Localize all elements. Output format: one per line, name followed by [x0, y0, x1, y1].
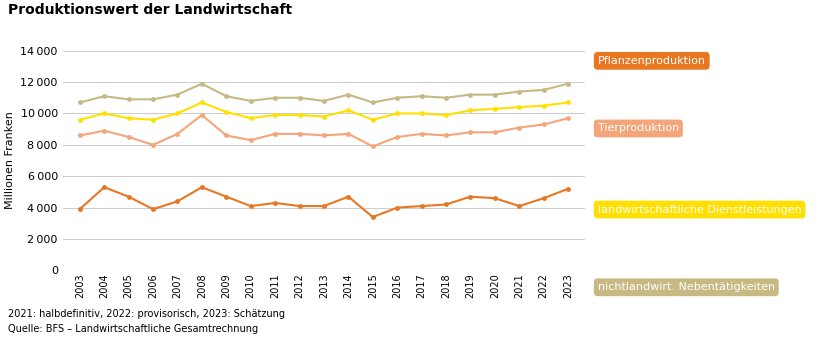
Text: Pflanzenproduktion: Pflanzenproduktion	[598, 56, 706, 66]
Text: landwirtschaftliche Dienstleistungen: landwirtschaftliche Dienstleistungen	[598, 204, 802, 215]
Text: nichtlandwirt. Nebentätigkeiten: nichtlandwirt. Nebentätigkeiten	[598, 282, 775, 292]
Text: 2021: halbdefinitiv, 2022: provisorisch, 2023: Schätzung: 2021: halbdefinitiv, 2022: provisorisch,…	[8, 309, 285, 319]
Y-axis label: Millionen Franken: Millionen Franken	[5, 112, 15, 210]
Text: Quelle: BFS – Landwirtschaftliche Gesamtrechnung: Quelle: BFS – Landwirtschaftliche Gesamt…	[8, 324, 258, 335]
Text: Produktionswert der Landwirtschaft: Produktionswert der Landwirtschaft	[8, 3, 293, 17]
Text: Tierproduktion: Tierproduktion	[598, 123, 679, 134]
